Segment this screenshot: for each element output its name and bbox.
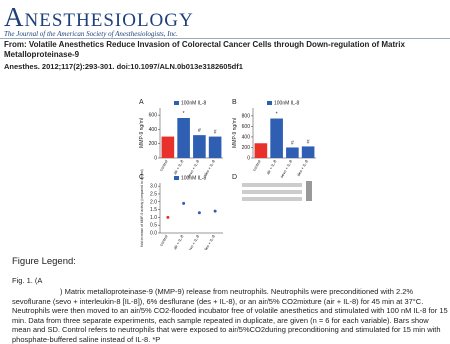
y-tick-label: 0.5	[150, 223, 157, 229]
journal-name: Anesthesiology	[4, 2, 194, 32]
bar	[161, 136, 175, 158]
panel-letter: D	[232, 174, 237, 181]
point	[197, 211, 201, 215]
y-tick-label: 1.5	[150, 207, 157, 213]
bar	[208, 136, 222, 158]
bar	[254, 143, 268, 158]
significance: #	[307, 139, 310, 145]
panel-letter: A	[139, 99, 144, 106]
y-axis-label: fold increase of MMP-9 activity (compare…	[140, 169, 144, 246]
y-tick-label: 400	[149, 127, 158, 133]
tagline: The Journal of the American Society of A…	[4, 30, 178, 38]
y-tick-label: 600	[242, 124, 251, 130]
x-tick-label: air + IL-8	[172, 233, 185, 250]
y-tick-label: 1.0	[150, 215, 157, 221]
x-tick-label: control	[158, 159, 168, 172]
significance: *	[276, 112, 278, 118]
x-tick-label: control	[158, 234, 168, 247]
legend-swatch	[267, 101, 272, 105]
y-tick-label: 600	[149, 113, 158, 119]
x-tick-label: sevo + IL-8	[279, 158, 294, 178]
divider	[0, 38, 450, 39]
y-axis-label: MMP-9 ng/ml	[232, 118, 238, 148]
x-tick-label: air + IL-8	[265, 158, 278, 175]
blot-band	[306, 181, 312, 201]
blot-row	[242, 183, 302, 187]
y-tick-label: 3.0	[150, 184, 157, 190]
x-tick-label: des + IL-8	[203, 158, 217, 177]
significance: #	[291, 140, 294, 146]
bar	[193, 135, 206, 158]
y-tick-label: 2.5	[150, 191, 157, 197]
figure: A 100nM IL-8 MMP-9 ng/ml 0 200 400 600 control *…	[139, 99, 316, 250]
legend-swatch	[174, 176, 179, 180]
x-tick-label: des + IL-8	[203, 233, 217, 250]
article-title: From: Volatile Anesthetics Reduce Invasi…	[4, 40, 405, 59]
legend-label: 100nM IL-8	[181, 101, 207, 107]
x-tick-label: air + IL-8	[172, 158, 185, 175]
blot-row	[242, 197, 302, 201]
panel-letter: B	[232, 99, 237, 106]
x-tick-label: control	[251, 159, 261, 172]
point	[182, 201, 186, 205]
bar	[286, 147, 299, 158]
point	[213, 209, 217, 213]
y-tick-label: 400	[242, 134, 251, 140]
bar	[301, 146, 315, 158]
y-tick-label: 200	[149, 141, 158, 147]
y-axis-label: MMP-9 ng/ml	[139, 118, 145, 148]
significance: #	[198, 128, 201, 134]
bar	[270, 118, 283, 158]
significance: *	[183, 111, 185, 117]
y-tick-label: 0	[247, 156, 250, 162]
y-tick-label: 0	[154, 156, 157, 162]
legend-heading: Figure Legend:	[12, 256, 76, 267]
citation: Anesthes. 2012;117(2):293-301. doi:10.10…	[4, 62, 243, 71]
bar	[177, 118, 190, 158]
legend-label: 100nM IL-8	[181, 176, 207, 182]
x-tick-label: des + IL-8	[296, 158, 310, 177]
legend-label: 100nM IL-8	[274, 101, 300, 107]
point	[166, 215, 170, 219]
y-tick-label: 800	[242, 113, 251, 119]
legend-label: Fig. 1. (A	[12, 276, 43, 285]
panel-letter: C	[139, 174, 144, 181]
significance: #	[214, 130, 217, 136]
y-tick-label: 2.0	[150, 199, 157, 205]
y-tick-label: 200	[242, 145, 251, 151]
y-tick-label: 0.0	[150, 231, 157, 237]
legend-text: ) Matrix metalloproteinase-9 (MMP-9) rel…	[12, 287, 448, 344]
legend-swatch	[174, 101, 179, 105]
x-tick-label: sevo + IL-8	[186, 233, 201, 250]
blot-row	[242, 190, 302, 194]
